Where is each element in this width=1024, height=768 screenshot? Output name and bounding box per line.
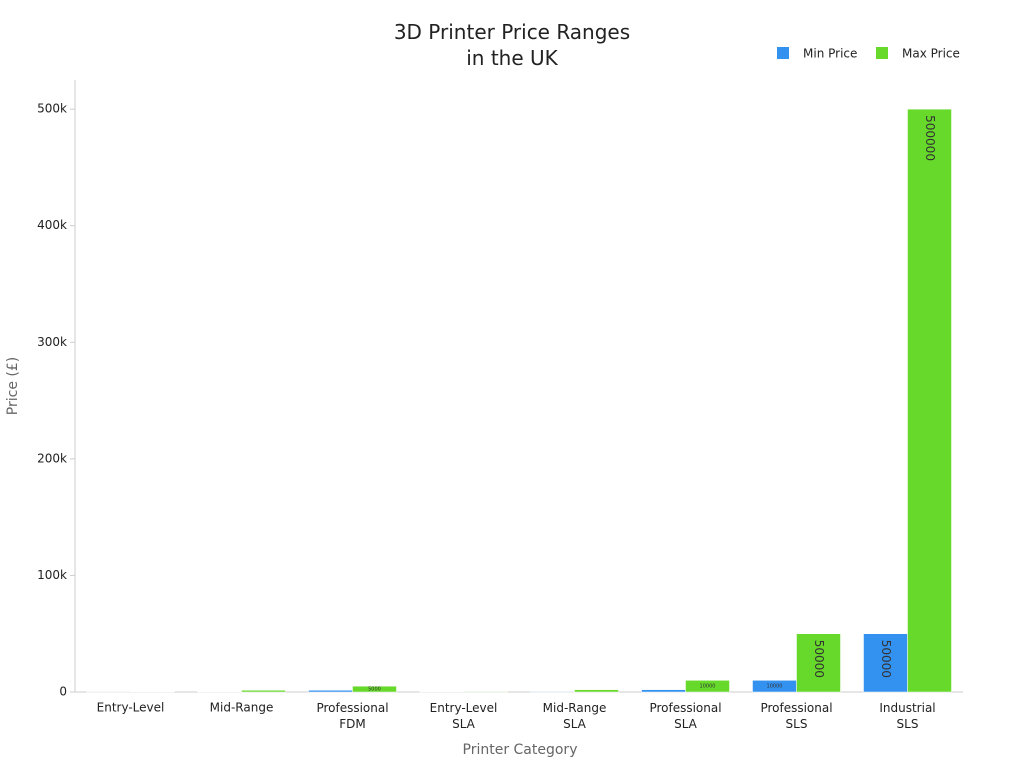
- x-axis-label: Printer Category: [463, 742, 578, 758]
- data-label: 500000: [923, 115, 937, 161]
- bar: [863, 633, 908, 693]
- data-label: 50000: [879, 640, 893, 678]
- bar: [796, 633, 841, 693]
- bar: [530, 691, 575, 693]
- legend-label: Min Price: [803, 47, 857, 61]
- bar: [241, 690, 286, 693]
- bar: [641, 689, 686, 693]
- legend-label: Max Price: [902, 47, 960, 61]
- x-tick-label: Mid-Range: [210, 701, 274, 715]
- data-label: 10000: [700, 684, 716, 690]
- y-tick-label: 500k: [37, 102, 67, 116]
- data-label: 5000: [368, 687, 381, 693]
- bar: [574, 689, 619, 693]
- data-label: 10000: [767, 684, 783, 690]
- x-tick-label: Entry-Level: [97, 701, 165, 715]
- x-tick-label: Professional SLS: [760, 701, 832, 731]
- x-tick-label: Mid-Range SLA: [543, 701, 607, 731]
- x-tick-label: Entry-Level SLA: [430, 701, 498, 731]
- data-label: 50000: [812, 640, 826, 678]
- y-tick-label: 300k: [37, 335, 67, 349]
- chart-title: 3D Printer Price Ranges in the UK: [394, 20, 630, 70]
- bar: [907, 108, 952, 693]
- y-tick-label: 100k: [37, 568, 67, 582]
- bar: [308, 690, 353, 693]
- y-tick-label: 200k: [37, 451, 67, 465]
- x-tick-label: Professional FDM: [316, 701, 388, 731]
- bar: [685, 680, 730, 693]
- bar: [463, 691, 508, 693]
- legend-swatch: [777, 47, 789, 59]
- y-axis-label: Price (£): [5, 357, 21, 415]
- x-tick-label: Professional SLA: [649, 701, 721, 731]
- y-tick-label: 0: [59, 685, 67, 699]
- x-tick-label: Industrial SLS: [879, 701, 935, 731]
- y-tick-label: 400k: [37, 218, 67, 232]
- legend-swatch: [876, 47, 888, 59]
- bar: [352, 685, 397, 693]
